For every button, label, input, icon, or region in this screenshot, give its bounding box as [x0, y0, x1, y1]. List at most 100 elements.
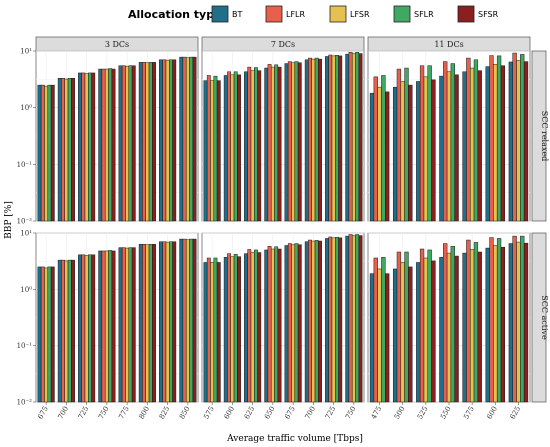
bar-lflr	[247, 66, 252, 222]
bar-lfsr	[210, 80, 215, 222]
bar-sflr	[213, 75, 218, 222]
bar-sfsr	[431, 79, 436, 222]
bar-sflr	[473, 59, 479, 222]
y-axis-title: BBP [%]	[4, 201, 14, 239]
bar-sfsr	[477, 70, 482, 222]
bar-lflr	[489, 237, 494, 403]
bar-lfsr	[230, 74, 235, 222]
bar-lfsr	[250, 252, 255, 403]
bar-sflr	[427, 249, 432, 403]
y-tick-label: 10⁻¹	[17, 161, 33, 169]
bar-lfsr	[400, 81, 405, 222]
bar-bt	[485, 247, 490, 403]
bar-bt	[118, 65, 123, 222]
bar-sflr	[108, 68, 113, 222]
bar-lfsr	[493, 245, 498, 403]
y-tick-label: 10⁻²	[17, 399, 33, 407]
legend: Allocation type BT LFLR LFSR SFLR SFSR	[128, 5, 499, 23]
bar-sfsr	[71, 78, 75, 222]
bar-lfsr	[125, 247, 130, 403]
bar-sflr	[314, 240, 319, 403]
x-tick-label: 725	[77, 405, 91, 421]
bar-sflr	[404, 67, 409, 222]
panel	[367, 50, 531, 222]
bar-bt	[244, 253, 248, 403]
x-tick-label: 675	[283, 405, 297, 421]
bar-sflr	[169, 59, 173, 222]
bar-lfsr	[469, 249, 475, 403]
bar-sflr	[381, 257, 386, 403]
bar-sfsr	[192, 238, 197, 403]
bar-bt	[223, 75, 228, 222]
bar-lflr	[267, 246, 272, 403]
bar-lflr	[419, 248, 425, 403]
bar-sflr	[189, 56, 194, 222]
bar-lflr	[328, 54, 333, 222]
x-tick-label: 675	[36, 405, 50, 421]
legend-label-bt: BT	[232, 10, 242, 19]
bar-lflr	[182, 238, 187, 403]
bar-sfsr	[172, 241, 177, 403]
bar-sfsr	[318, 240, 322, 403]
bar-bt	[98, 250, 103, 403]
bar-lflr	[308, 239, 312, 403]
bar-bt	[416, 81, 421, 222]
legend-label-sfsr: SFSR	[478, 10, 499, 19]
legend-swatch-sflr	[393, 5, 411, 23]
bar-sflr	[128, 247, 133, 403]
bar-sfsr	[111, 68, 116, 222]
x-tick-label: 700	[56, 405, 70, 421]
bar-lflr	[227, 71, 231, 222]
bar-sflr	[213, 257, 218, 403]
bar-sflr	[88, 254, 92, 403]
bar-lflr	[466, 239, 471, 403]
bar-sfsr	[385, 91, 390, 222]
x-tick-label: 825	[158, 405, 172, 421]
legend-label-lflr: LFLR	[286, 10, 306, 19]
bar-sflr	[335, 237, 339, 403]
row-strip	[531, 232, 547, 403]
bar-lfsr	[493, 64, 498, 222]
bar-sfsr	[277, 66, 282, 222]
bar-sflr	[189, 238, 194, 403]
bar-sflr	[274, 246, 279, 403]
bar-lfsr	[145, 62, 150, 222]
bar-bt	[369, 92, 375, 222]
bar-bt	[345, 53, 350, 222]
bar-lflr	[443, 61, 448, 222]
bar-bt	[284, 245, 289, 403]
bar-lfsr	[165, 59, 170, 222]
bar-lfsr	[291, 62, 296, 222]
x-tick-label: 750	[344, 405, 358, 421]
bar-sflr	[496, 238, 502, 403]
bar-bt	[462, 252, 467, 403]
bar-bt	[284, 63, 289, 222]
bar-lflr	[81, 254, 86, 403]
bar-lflr	[489, 55, 494, 222]
legend-title: Allocation type	[128, 8, 222, 21]
panel: 575 600 625 650 675 700 725 750	[201, 232, 365, 421]
x-tick-label: 475	[370, 405, 384, 421]
bar-sfsr	[408, 84, 413, 222]
y-tick-label: 10⁻¹	[17, 342, 33, 350]
bar-sflr	[520, 235, 525, 403]
bar-lfsr	[84, 255, 89, 403]
bar-lflr	[419, 65, 425, 222]
bar-sflr	[520, 54, 525, 222]
bar-sfsr	[71, 259, 75, 403]
panels: 3 DCs 7 DCs 11 DCs SCC relaxed SCC active 10⁻…	[17, 36, 549, 421]
bar-lfsr	[44, 85, 49, 222]
bar-lfsr	[165, 241, 170, 403]
bar-lflr	[182, 56, 187, 222]
bar-lfsr	[331, 55, 336, 222]
bar-lfsr	[270, 248, 275, 403]
x-tick-label: 775	[117, 405, 131, 421]
bar-sfsr	[152, 244, 156, 403]
bar-lflr	[308, 57, 312, 222]
bar-bt	[325, 56, 329, 222]
bar-bt	[392, 268, 398, 403]
y-tick-label: 10¹	[20, 48, 32, 56]
bar-sflr	[404, 251, 409, 403]
legend-swatch-sfsr	[457, 5, 475, 23]
bar-bt	[118, 247, 123, 403]
